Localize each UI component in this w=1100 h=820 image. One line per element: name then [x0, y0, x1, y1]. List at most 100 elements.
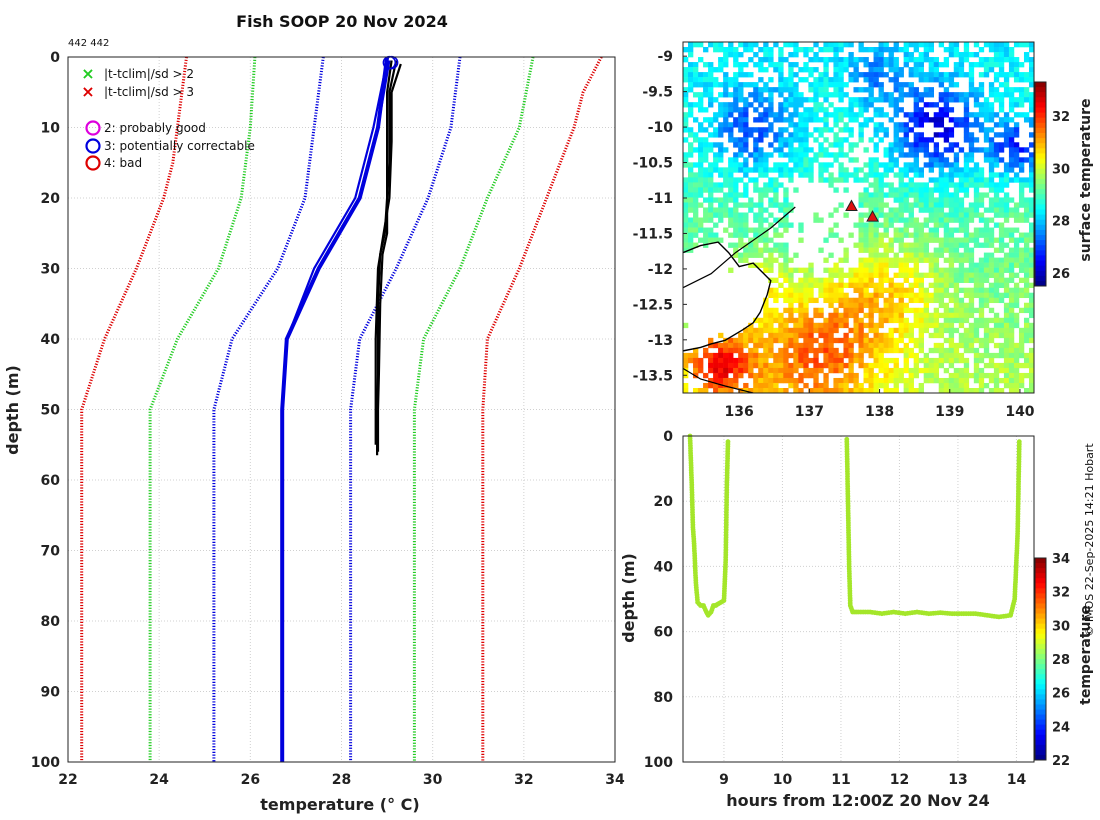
sst-cell [833, 92, 839, 98]
sst-cell [778, 362, 784, 369]
sst-cell [778, 137, 784, 143]
sst-cell [923, 187, 929, 193]
sst-cell [753, 362, 759, 369]
sst-cell [923, 317, 929, 324]
sst-cell [703, 147, 709, 153]
colorbar-segment [1035, 744, 1046, 751]
sst-cell [1003, 127, 1010, 133]
sst-cell [838, 77, 844, 83]
sst-cell [733, 357, 739, 364]
sst-cell [793, 267, 799, 273]
sst-cell [893, 142, 899, 148]
sst-cell [868, 92, 874, 98]
sst-cell [683, 47, 689, 53]
sst-cell [683, 202, 689, 208]
sst-cell [808, 172, 814, 178]
sst-cell [878, 262, 884, 268]
sst-cell [808, 357, 814, 364]
sst-cell [973, 307, 980, 314]
sst-cell [868, 382, 874, 389]
sst-cell [913, 47, 919, 53]
depth-time-xtick-label: 13 [948, 772, 967, 788]
sst-cell [913, 372, 919, 379]
sst-cell [948, 262, 955, 268]
sst-cell [888, 182, 894, 188]
sst-cell [858, 247, 864, 253]
colorbar-tick-label: 32 [1052, 586, 1070, 601]
sst-cell [928, 252, 935, 258]
sst-cell [778, 332, 784, 339]
sst-cell [928, 372, 935, 379]
sst-cell [933, 182, 940, 188]
sst-cell [893, 287, 899, 294]
sst-cell [913, 142, 919, 148]
sst-cell [858, 177, 864, 183]
legend-label: |t-tclim|/sd > 2 [104, 67, 194, 81]
sst-cell [798, 132, 804, 138]
sst-cell [868, 257, 874, 263]
sst-cell [878, 97, 884, 103]
sst-cell [863, 372, 869, 379]
sst-cell [798, 92, 804, 98]
sst-cell [778, 182, 784, 188]
sst-cell [833, 312, 839, 319]
colorbar-tick-label: 28 [1052, 215, 1070, 230]
sst-cell [823, 357, 829, 364]
sst-cell [753, 137, 759, 143]
sst-cell [1018, 307, 1025, 314]
sst-cell [833, 152, 839, 158]
sst-cell [833, 387, 839, 393]
sst-cell [928, 262, 935, 268]
sst-cell [1013, 382, 1020, 389]
sst-cell [903, 352, 909, 359]
colorbar-segment [1035, 669, 1046, 675]
sst-cell [773, 87, 779, 93]
sst-cell [1028, 367, 1034, 374]
sst-cell [923, 197, 929, 203]
sst-cell [963, 237, 970, 243]
sst-cell [1023, 272, 1030, 278]
sst-cell [953, 297, 960, 304]
sst-cell [953, 387, 960, 393]
sst-cell [958, 267, 965, 273]
sst-cell [843, 42, 849, 48]
sst-cell [1003, 142, 1010, 148]
sst-cell [858, 337, 864, 344]
sst-cell [763, 297, 769, 304]
sst-cell [868, 162, 874, 168]
sst-cell [793, 307, 799, 314]
sst-cell [683, 127, 689, 133]
sst-cell [938, 117, 945, 123]
sst-cell [1028, 307, 1034, 314]
sst-cell [803, 332, 809, 339]
colorbar-segment [1035, 209, 1046, 216]
sst-cell [878, 202, 884, 208]
sst-cell [938, 242, 945, 248]
sst-cell [723, 147, 729, 153]
sst-cell [738, 212, 744, 218]
sst-cell [988, 67, 995, 73]
sst-cell [1023, 52, 1030, 58]
sst-cell [913, 262, 919, 268]
sst-cell [858, 297, 864, 304]
sst-cell [923, 352, 929, 359]
sst-cell [803, 172, 809, 178]
sst-cell [953, 92, 960, 98]
sst-cell [938, 202, 945, 208]
sst-cell [738, 97, 744, 103]
sst-cell [743, 332, 749, 339]
sst-cell [853, 142, 859, 148]
sst-cell [683, 382, 689, 389]
sst-cell [913, 247, 919, 253]
sst-cell [768, 387, 774, 393]
sst-cell [753, 157, 759, 163]
sst-cell [928, 202, 935, 208]
sst-cell [923, 182, 929, 188]
sst-cell [873, 202, 879, 208]
sst-cell [883, 167, 889, 173]
sst-cell [778, 322, 784, 329]
sst-cell [918, 222, 924, 228]
sst-cell [1003, 57, 1010, 63]
legend-label: 4: bad [104, 156, 142, 170]
sst-cell [973, 102, 980, 108]
